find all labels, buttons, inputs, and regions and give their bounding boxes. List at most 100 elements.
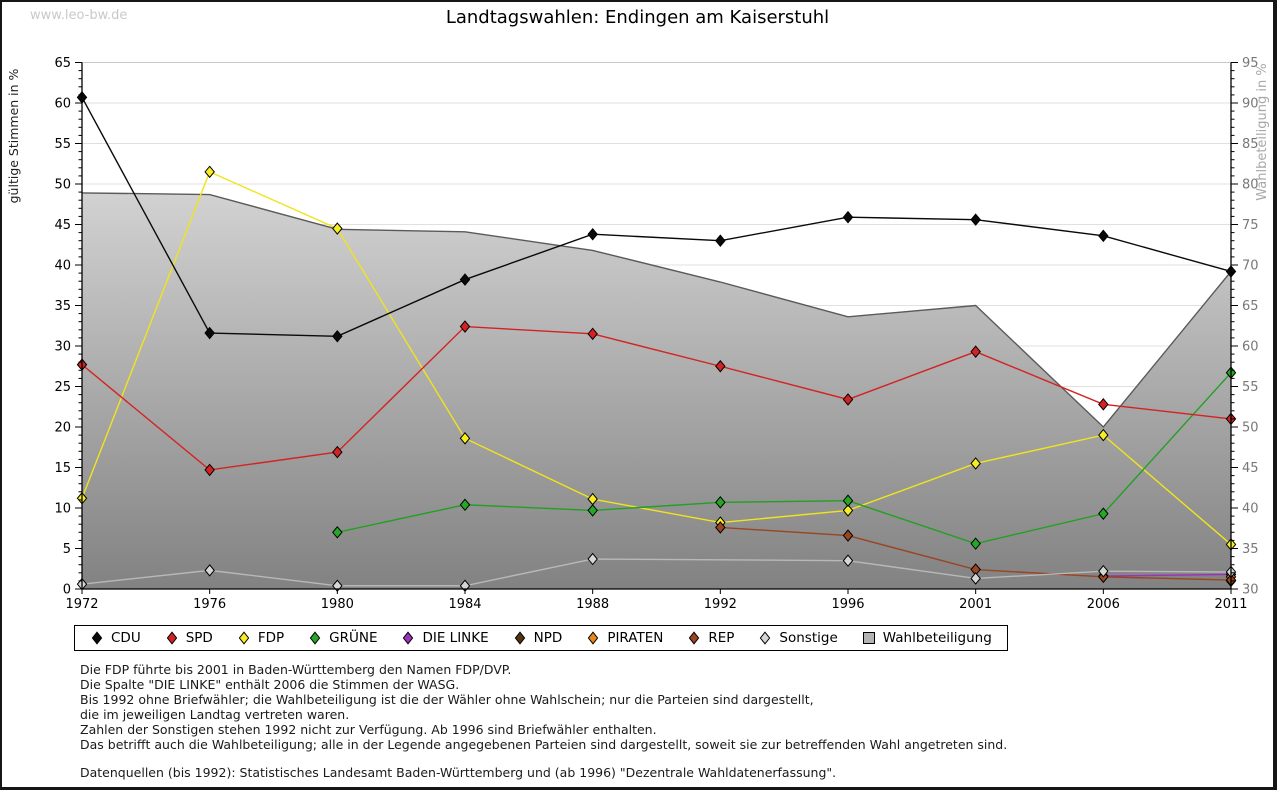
- data-point-spd-1988: [587, 327, 598, 341]
- right-axis-title: Wahlbeteiligung in %: [1255, 63, 1270, 200]
- data-point-cdu-1980: [332, 330, 343, 343]
- footnote-line-4: die im jeweiligen Landtag vertreten ware…: [80, 707, 350, 722]
- left-axis-tick-label: 30: [54, 340, 71, 355]
- legend-label-fdp: FDP: [257, 630, 285, 646]
- data-point-fdp-1996: [842, 504, 854, 517]
- legend-label-wahlbeteiligung: Wahlbeteiligung: [882, 630, 992, 646]
- right-axis-tick-label: 55: [1242, 380, 1259, 395]
- right-axis-tick-label: 40: [1242, 502, 1259, 517]
- data-point-grune-1984: [459, 498, 471, 512]
- left-axis-tick-label: 65: [54, 56, 71, 71]
- footnote-line-1: Die FDP führte bis 2001 in Baden-Württem…: [80, 662, 512, 677]
- left-axis-tick-label: 40: [54, 259, 71, 274]
- right-axis-tick-label: 80: [1242, 178, 1259, 193]
- series-line-spd: [81, 325, 1232, 471]
- election-line-chart: 0 5 10 15 20 25 30 35 40 45 50 55 60 65 30 35 40 45 50 55 60…: [6, 56, 1270, 612]
- data-point-fdp-2001: [970, 457, 981, 470]
- data-point-spd-1980: [332, 445, 343, 459]
- x-axis-year-label: 1984: [448, 597, 481, 612]
- data-point-spd-1984: [459, 320, 471, 333]
- data-point-fdp-2006: [1098, 428, 1109, 442]
- data-point-grune-1996: [842, 494, 854, 507]
- legend-diamond-marker-die-linke: [403, 631, 414, 645]
- data-point-sonstige-2006: [1098, 564, 1109, 578]
- right-axis-tick-label: 75: [1242, 218, 1259, 233]
- right-axis-tick-label: 95: [1242, 56, 1259, 71]
- left-axis-tick-label: 5: [63, 542, 71, 557]
- legend-diamond-marker-fdp: [238, 631, 250, 645]
- left-axis-tick-label: 55: [54, 137, 71, 152]
- right-axis-tick-label: 35: [1242, 542, 1259, 557]
- x-axis-year-label: 1992: [704, 597, 737, 612]
- legend-item-npd: NPD: [513, 630, 563, 646]
- data-point-grune-2001: [970, 537, 981, 550]
- legend-item-spd: SPD: [165, 630, 213, 646]
- legend-item-fdp: FDP: [237, 630, 284, 646]
- legend-item-wahlbeteiligung: Wahlbeteiligung: [862, 630, 992, 646]
- legend-label-npd: NPD: [533, 630, 563, 646]
- legend-diamond-marker-piraten: [588, 631, 599, 645]
- data-point-grune-1992: [715, 496, 726, 509]
- left-axis-tick-label: 50: [54, 178, 71, 193]
- data-point-spd-2006: [1098, 398, 1109, 411]
- participation-area: [82, 192, 1231, 589]
- x-axis-year-label: 2006: [1087, 597, 1120, 612]
- x-axis-year-label: 1980: [321, 597, 354, 612]
- data-point-sonstige-1976: [204, 564, 215, 577]
- data-point-fdp-1980: [332, 222, 343, 235]
- legend-diamond-marker-npd: [514, 631, 525, 645]
- chart-footnotes: Die FDP führte bis 2001 in Baden-Württem…: [80, 662, 1007, 780]
- left-axis-tick-label: 10: [54, 502, 71, 517]
- data-point-cdu-2001: [970, 213, 981, 226]
- x-axis-year-label: 1996: [831, 597, 864, 612]
- series-sonstige: [76, 552, 1237, 593]
- chart-legend: CDU SPD FDP GRÜNE DIE LINKE NPD PIRATEN REP Sons…: [74, 625, 1008, 651]
- legend-diamond-marker-grune: [309, 631, 321, 645]
- data-point-cdu-1996: [842, 210, 854, 224]
- footnote-line-5: Zahlen der Sonstigen stehen 1992 nicht z…: [80, 722, 657, 737]
- data-point-sonstige-2001: [970, 572, 981, 585]
- data-point-cdu-2006: [1098, 229, 1109, 243]
- legend-diamond-marker-rep: [689, 631, 700, 645]
- data-point-rep-1992: [715, 521, 726, 534]
- series-wahlbeteiligung: [81, 192, 1232, 589]
- legend-item-cdu: CDU: [90, 630, 141, 646]
- legend-label-rep: REP: [708, 630, 735, 646]
- left-axis-tick-label: 60: [54, 97, 71, 112]
- left-axis-title: gültige Stimmen in %: [6, 68, 21, 203]
- data-point-fdp-1976: [204, 165, 215, 179]
- data-point-spd-1992: [715, 359, 726, 373]
- left-axis-tick-label: 0: [63, 583, 71, 598]
- footnote-line-3: Bis 1992 ohne Briefwähler; die Wahlbetei…: [80, 692, 814, 707]
- data-point-sonstige-1996: [842, 554, 854, 567]
- data-point-grune-1980: [332, 526, 343, 539]
- right-axis-tick-label: 85: [1242, 137, 1259, 152]
- footnote-line-6: Das betrifft auch die Wahlbeteiligung; a…: [80, 737, 1008, 752]
- data-point-spd-2001: [970, 345, 981, 358]
- x-axis-year-label: 2011: [1214, 597, 1247, 612]
- series-line-fdp: [81, 170, 1232, 545]
- right-axis-tick-label: 70: [1242, 259, 1259, 274]
- data-point-spd-1996: [842, 393, 854, 406]
- data-point-grune-1988: [587, 504, 598, 517]
- series-line-die-linke: [1103, 573, 1232, 577]
- legend-item-rep: REP: [687, 630, 734, 646]
- legend-item-die-linke: DIE LINKE: [401, 630, 489, 646]
- footnote-line-2: Die Spalte "DIE LINKE" enthält 2006 die …: [80, 677, 460, 692]
- legend-diamond-marker-sonstige: [760, 631, 771, 645]
- right-axis-tick-label: 65: [1242, 299, 1259, 314]
- x-axis-year-label: 1988: [576, 597, 609, 612]
- left-axis-tick-label: 35: [54, 299, 71, 314]
- data-point-cdu-1988: [587, 227, 598, 241]
- data-source-note: Datenquellen (bis 1992): Statistisches L…: [80, 765, 837, 780]
- legend-item-sonstige: Sonstige: [758, 630, 838, 646]
- right-axis-tick-label: 30: [1242, 583, 1259, 598]
- site-watermark: www.leo-bw.de: [30, 8, 128, 23]
- data-point-cdu-1992: [715, 234, 726, 247]
- legend-label-grune: GRÜNE: [329, 630, 378, 646]
- participation-boundary-line: [81, 192, 1232, 429]
- right-axis-tick-label: 50: [1242, 421, 1259, 436]
- legend-diamond-marker-cdu: [91, 631, 103, 645]
- x-axis-year-label: 1976: [193, 597, 226, 612]
